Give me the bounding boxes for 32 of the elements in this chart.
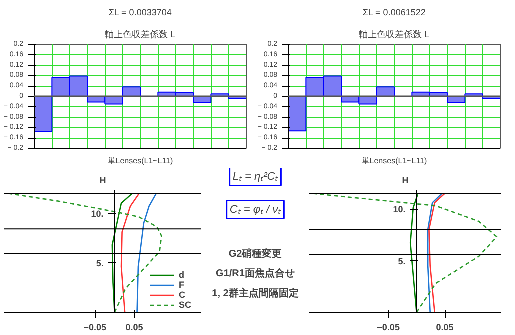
line-series xyxy=(311,192,498,312)
chart-title: ΣL = 0.0033704 xyxy=(108,8,172,18)
y-axis-title: H xyxy=(402,176,409,186)
legend-label: C xyxy=(179,290,186,300)
legend-label: SC xyxy=(179,300,193,310)
line-series xyxy=(112,192,134,312)
x-tick-label: −0.05 xyxy=(377,322,400,332)
x-axis-title: 単Lenses(L1~L11) xyxy=(362,156,428,166)
line-series xyxy=(136,192,158,312)
y-tick-label: 5. xyxy=(398,256,406,266)
y-tick-label: 10. xyxy=(393,204,406,215)
x-axis-title: 単Lenses(L1~L11) xyxy=(108,156,174,166)
y-tick-label: 10. xyxy=(91,208,104,219)
line-series xyxy=(427,192,443,312)
legend-label: F xyxy=(179,280,186,290)
text: G1/R1面焦点合せ xyxy=(216,268,295,280)
chart-subtitle: 軸上色収差係数 L xyxy=(359,30,430,40)
y-tick-label: 5. xyxy=(96,258,104,268)
line-series xyxy=(120,192,140,312)
x-tick-label: 0.05 xyxy=(436,322,454,332)
text: Cₜ = φₜ / νₜ xyxy=(230,204,282,216)
chart-subtitle: 軸上色収差係数 L xyxy=(105,30,176,40)
line-series xyxy=(6,192,162,312)
x-tick-label: 0.05 xyxy=(126,322,144,332)
chart-title: ΣL = 0.0061522 xyxy=(362,8,426,18)
y-axis-title: H xyxy=(100,176,106,186)
x-tick-label: −0.05 xyxy=(84,322,107,332)
line-series xyxy=(428,192,446,312)
text: 1, 2群主点間隔固定 xyxy=(212,287,299,300)
legend-label: d xyxy=(179,270,186,280)
text: G2硝種変更 xyxy=(228,248,282,260)
text: Lₜ = ηₜ²Cₜ xyxy=(232,170,280,183)
